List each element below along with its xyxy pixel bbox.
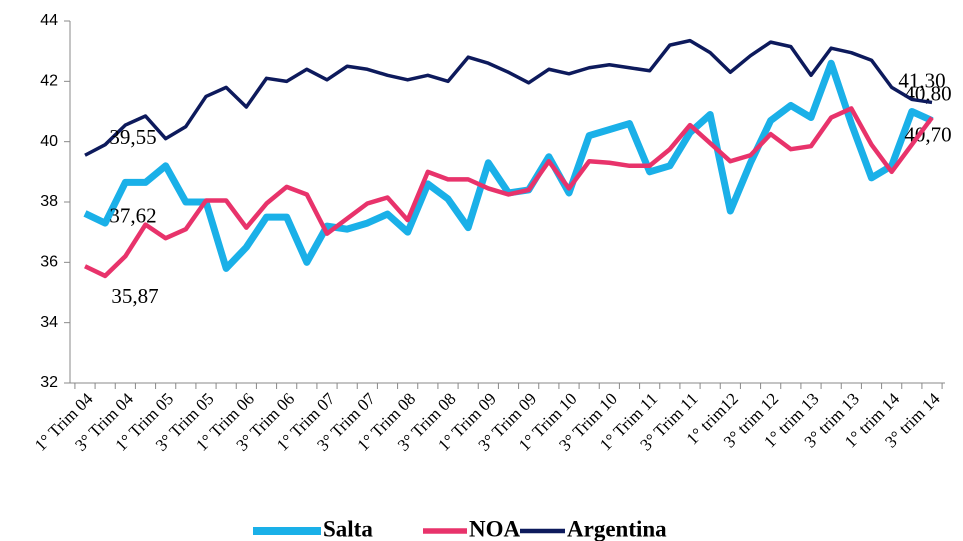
legend-label: Argentina (567, 516, 667, 541)
y-tick-label: 34 (40, 314, 58, 331)
y-tick-label: 44 (40, 12, 58, 29)
y-tick-label: 32 (40, 374, 58, 391)
series-line (84, 38, 933, 157)
y-tick-label: 40 (40, 133, 58, 150)
y-tick-label: 42 (40, 73, 58, 90)
legend-label: NOA (469, 516, 521, 541)
data-label: 37,62 (109, 203, 156, 227)
legend-item: Argentina (520, 516, 667, 541)
legend-label: Salta (323, 516, 373, 541)
data-label: 39,55 (109, 125, 156, 149)
y-tick-label: 36 (40, 254, 58, 271)
data-label: 41,30 (898, 68, 945, 92)
legend-item: Salta (253, 516, 373, 541)
y-tick-label: 38 (40, 193, 58, 210)
data-label: 35,87 (111, 284, 158, 308)
series-line (84, 106, 934, 279)
legend-item: NOA (423, 516, 521, 541)
